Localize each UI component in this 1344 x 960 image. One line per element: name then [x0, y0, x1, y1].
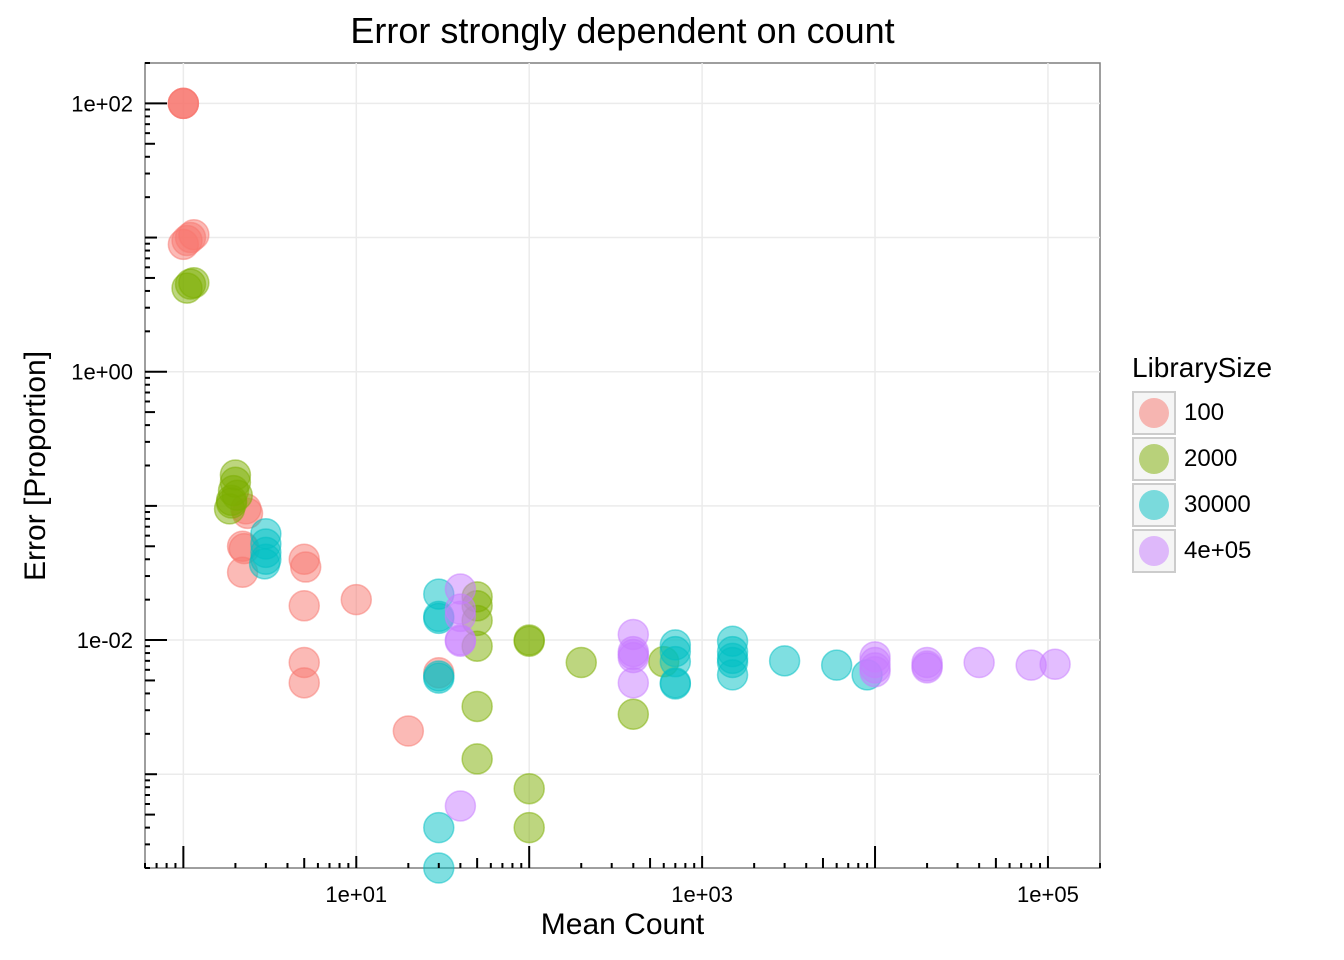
legend-key [1132, 391, 1176, 435]
data-point [215, 487, 248, 519]
x-tick-label: 1e+01 [325, 882, 387, 907]
data-point [289, 551, 322, 583]
legend-label: 100 [1184, 399, 1225, 426]
data-point [423, 811, 455, 844]
data-point [178, 218, 210, 251]
plot-panel [144, 62, 1101, 869]
axes: 1e+01 1e+03 1e+05 1e+02 1e+00 1e-02 [71, 62, 1101, 907]
chart-title: Error strongly dependent on count [350, 10, 895, 51]
data-point [167, 87, 200, 120]
data-point [423, 662, 455, 694]
data-point [392, 715, 425, 747]
legend-items: 100 2000 30000 4e+05 [1132, 390, 1272, 574]
legend-label: 30000 [1184, 491, 1251, 518]
data-point [617, 667, 650, 699]
data-point [444, 625, 477, 657]
legend-title: LibrarySize [1132, 352, 1273, 383]
data-point [340, 583, 373, 616]
legend-swatch [1139, 490, 1169, 520]
legend-swatch [1139, 536, 1169, 566]
legend-item: 2000 [1132, 436, 1272, 482]
data-point [513, 625, 545, 657]
legend-item: 30000 [1132, 482, 1272, 528]
data-point [444, 790, 477, 822]
data-point [911, 652, 943, 684]
data-point [716, 659, 749, 691]
x-axis-label: Mean Count [540, 908, 705, 941]
data-point [248, 548, 281, 580]
legend-swatch [1139, 444, 1169, 474]
legend-key [1132, 437, 1176, 481]
legend-swatch [1139, 398, 1169, 428]
legend-label: 4e+05 [1184, 537, 1252, 564]
data-point [288, 590, 320, 622]
legend-label: 2000 [1184, 445, 1238, 472]
grid-lines [145, 63, 1100, 868]
legend-item: 100 [1132, 390, 1272, 436]
data-point [513, 811, 545, 844]
data-point [859, 656, 891, 688]
data-point [820, 649, 853, 681]
legend-key [1132, 529, 1176, 573]
y-tick-label: 1e-02 [77, 628, 133, 653]
data-points [167, 87, 1071, 884]
data-point [513, 772, 545, 805]
x-tick-label: 1e+03 [671, 882, 733, 907]
data-point [461, 743, 493, 775]
data-point [659, 668, 692, 700]
legend-key [1132, 483, 1176, 527]
data-point [963, 646, 995, 679]
x-tick-label: 1e+05 [1017, 882, 1079, 907]
data-point [617, 698, 650, 730]
legend: LibrarySize 100 2000 30000 4e+05 [1132, 352, 1272, 574]
data-point [461, 690, 493, 723]
y-tick-label: 1e+00 [71, 360, 133, 385]
data-point [565, 646, 597, 679]
legend-item: 4e+05 [1132, 528, 1272, 574]
data-point [288, 667, 320, 699]
y-tick-label: 1e+02 [71, 91, 133, 116]
data-point [1039, 648, 1071, 681]
data-point [178, 267, 210, 299]
data-point [768, 645, 801, 677]
